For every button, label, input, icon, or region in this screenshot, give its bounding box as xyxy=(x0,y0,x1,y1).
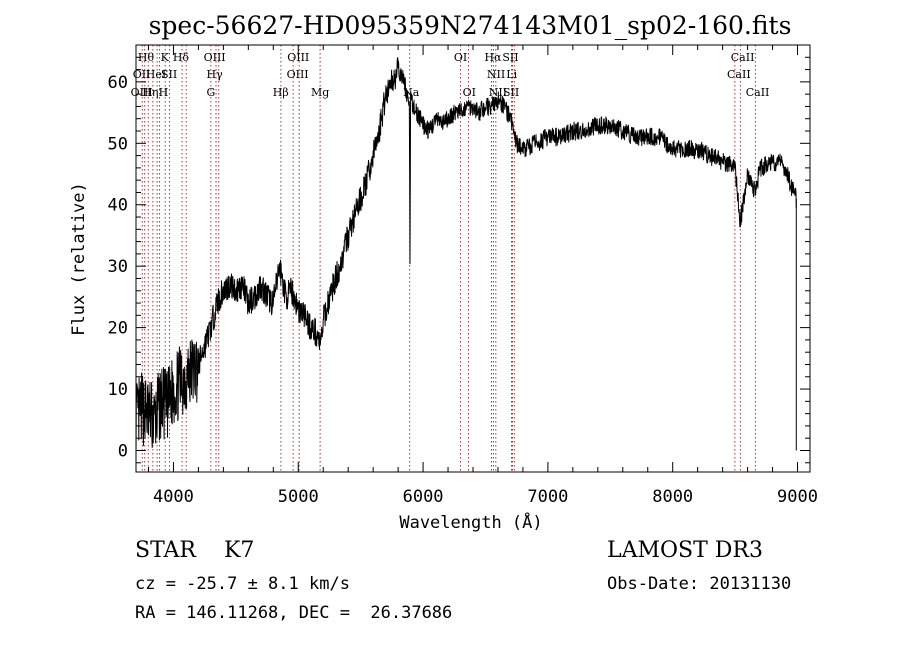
y-tick-label-3: 30 xyxy=(108,257,128,277)
x-axis-label: Wavelength (Å) xyxy=(399,511,542,533)
line-label-19: H xyxy=(159,86,169,99)
line-label-18: Hη xyxy=(142,86,158,99)
line-label-4: OIII xyxy=(287,51,309,64)
redshift-velocity: cz = -25.7 ± 8.1 km/s xyxy=(135,574,350,594)
line-label-22: Mg xyxy=(311,86,329,99)
line-label-2: Hδ xyxy=(173,51,190,64)
line-label-3: OIII xyxy=(204,51,226,64)
line-label-13: OIII xyxy=(287,68,309,81)
line-label-0: Hθ xyxy=(138,51,155,64)
x-tick-label-4: 8000 xyxy=(652,487,693,507)
x-tick-label-2: 6000 xyxy=(403,487,444,507)
x-tick-label-3: 7000 xyxy=(527,487,568,507)
x-tick-label-1: 5000 xyxy=(278,487,319,507)
line-label-21: Hβ xyxy=(273,86,289,99)
line-label-10: HeI xyxy=(146,68,166,81)
y-tick-label-6: 60 xyxy=(108,73,128,93)
line-label-8: CaII xyxy=(731,51,755,64)
chart-title: spec-56627-HD095359N274143M01_sp02-160.f… xyxy=(149,11,792,40)
line-label-26: SII xyxy=(503,86,519,99)
coordinates: RA = 146.11268, DEC = 26.37686 xyxy=(135,603,453,623)
axis-ticks: 4000 5000 6000 7000 8000 9000 0 10 20 30 40 50 60 xyxy=(108,45,818,507)
x-tick-label-0: 4000 xyxy=(153,487,194,507)
y-tick-label-2: 20 xyxy=(108,319,128,339)
y-tick-label-1: 10 xyxy=(108,380,128,400)
survey-name: LAMOST DR3 xyxy=(607,538,763,563)
line-label-9: OII xyxy=(133,68,151,81)
y-tick-label-0: 0 xyxy=(118,441,128,461)
line-label-20: G xyxy=(206,86,215,99)
spectrum-series xyxy=(135,57,797,457)
spectral-class: STAR K7 xyxy=(135,538,255,563)
line-label-12: Hγ xyxy=(207,68,224,81)
spectrum-line xyxy=(135,57,797,457)
line-label-7: SII xyxy=(502,51,518,64)
line-label-6: Hα xyxy=(484,51,502,64)
line-label-5: OI xyxy=(454,51,467,64)
line-label-14: NII xyxy=(487,68,505,81)
line-label-24: OI xyxy=(463,86,476,99)
y-axis-label: Flux (relative) xyxy=(69,182,89,336)
line-label-16: CaII xyxy=(727,68,751,81)
line-markers xyxy=(141,45,756,472)
y-tick-label-4: 40 xyxy=(108,196,128,216)
y-tick-label-5: 50 xyxy=(108,134,128,154)
line-label-27: CaII xyxy=(746,86,770,99)
observation-date: Obs-Date: 20131130 xyxy=(607,574,792,594)
line-label-15: Li xyxy=(506,68,517,81)
x-tick-label-5: 9000 xyxy=(777,487,818,507)
line-label-1: K xyxy=(161,51,170,64)
line-label-11: SII xyxy=(161,68,177,81)
